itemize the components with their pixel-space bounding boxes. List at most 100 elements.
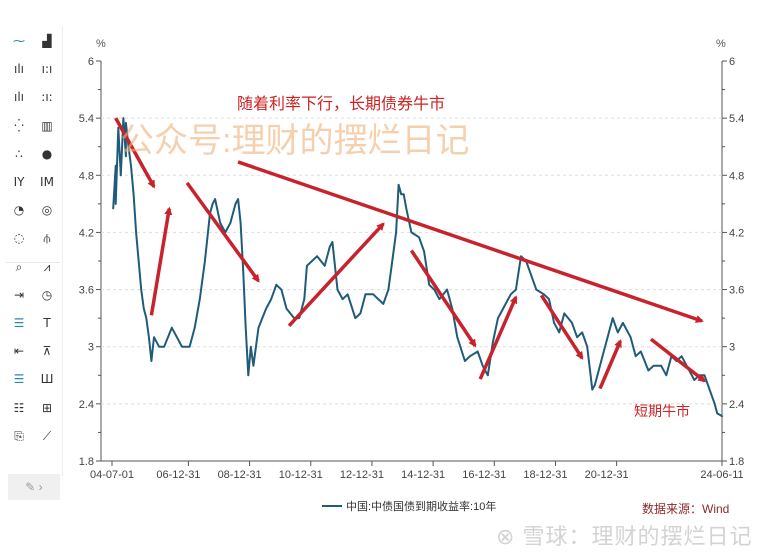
data-point [382, 303, 385, 305]
export-icon[interactable]: ⎘ [14, 428, 24, 443]
data-point [611, 317, 614, 319]
data-point [581, 331, 583, 334]
bubble-icon[interactable]: ● [41, 146, 53, 161]
watermark-top: 公众号:理财的摆烂日记 [120, 122, 470, 160]
data-point [170, 326, 173, 329]
x-tick-label: 06-12-31 [156, 469, 200, 481]
data-point [265, 307, 267, 310]
insert-right-icon[interactable]: ⇤ [13, 344, 25, 359]
data-point [176, 336, 178, 338]
data-point [336, 288, 339, 291]
data-point [135, 231, 137, 234]
chart-toolbar: ⁓ ▟ ılı ı:ı ılı :ı: ⁛ ▥ ∴ ● IY IM ◔ ◎ ◌ ⫛ ⌕ ⩘ ⇥ ◷ ☰ T ⇤ ⊼ ☰ Ш ☷ ⊞ ⎘ ⟋… [4, 26, 63, 500]
data-point [410, 231, 413, 234]
data-point [211, 203, 214, 205]
data-point [145, 317, 148, 319]
data-point [594, 384, 596, 386]
y-tick-label-left: 4.2 [79, 227, 94, 239]
list-icon[interactable]: ☷ [13, 400, 25, 415]
zoom-chart-icon[interactable]: ⌕ [15, 259, 23, 274]
column-dotted-icon[interactable]: :ı: [41, 90, 53, 105]
data-point [252, 364, 255, 367]
column-chart-icon[interactable]: ılı [13, 90, 24, 105]
data-point [469, 355, 471, 358]
data-point [405, 207, 408, 210]
pie-icon[interactable]: ◔ [13, 203, 25, 218]
data-point [331, 241, 334, 243]
text-box-icon[interactable]: T [43, 316, 51, 330]
data-point [148, 336, 150, 338]
legend-label: 中国:中债国债到期收益率:10年 [346, 501, 497, 513]
add-box-icon[interactable]: ⊞ [41, 400, 53, 415]
insert-icon[interactable]: ⇥ [13, 287, 25, 302]
data-point [244, 326, 247, 329]
donut-icon[interactable]: ◎ [41, 203, 53, 218]
area-chart-icon[interactable]: ▟ [42, 34, 52, 48]
data-point [438, 298, 441, 300]
trend-arrow [598, 339, 622, 390]
data-point [214, 198, 216, 200]
clock-icon[interactable]: ◷ [41, 287, 53, 302]
grid-lines-icon[interactable]: ☰ [13, 316, 25, 330]
data-point [601, 355, 604, 358]
data-point [634, 355, 637, 358]
bar-chart-icon[interactable]: ılı [13, 62, 24, 77]
data-point [229, 222, 232, 224]
y-tick-label-left: 3 [88, 342, 94, 354]
data-point [535, 288, 538, 291]
data-point [112, 207, 114, 210]
line-chart-icon[interactable]: ⁓ [13, 34, 25, 48]
data-point [193, 326, 196, 329]
y-tick-label-right: 5.4 [729, 113, 744, 125]
y-tick-label-right: 2.4 [729, 399, 744, 411]
x-tick-label: 08-12-31 [218, 469, 262, 481]
month-icon[interactable]: IM [40, 175, 54, 189]
data-point [120, 174, 122, 177]
area-line-icon[interactable]: ⩘ [43, 259, 51, 274]
y-tick-label-left: 2.4 [79, 399, 94, 411]
data-point [446, 288, 448, 291]
data-point [130, 164, 132, 167]
data-point [456, 336, 459, 338]
radar-bar-icon[interactable]: ▥ [41, 118, 53, 133]
y-tick-label-right: 4.2 [729, 227, 744, 239]
ring-icon[interactable]: ◌ [13, 231, 25, 246]
bar-group-icon[interactable]: Ш [40, 372, 54, 387]
trend-line-icon[interactable]: ⟋ [42, 428, 52, 443]
data-point [132, 193, 135, 196]
y-tick-label-left: 6 [88, 56, 94, 68]
data-point [158, 345, 160, 348]
data-point [237, 198, 239, 200]
data-point [492, 341, 494, 343]
data-point [219, 222, 222, 224]
data-point [397, 184, 400, 186]
data-point [127, 145, 130, 148]
tree-icon[interactable]: ⫛ [43, 231, 51, 246]
data-point [721, 415, 724, 418]
series-line [112, 117, 723, 418]
data-point [140, 288, 143, 291]
data-point [586, 345, 589, 348]
data-point [476, 350, 479, 353]
year-icon[interactable]: IY [13, 175, 25, 189]
top-axis-icon[interactable]: ⊼ [42, 344, 52, 359]
data-point [188, 345, 191, 348]
data-point [346, 293, 349, 296]
trend-arrow [649, 337, 707, 383]
dot-scatter-icon[interactable]: ∴ [15, 146, 23, 161]
horizontal-lines-icon[interactable]: ☰ [13, 372, 25, 387]
data-point [716, 412, 719, 415]
data-point [306, 264, 308, 267]
y-unit-right: % [716, 38, 726, 50]
scatter-icon[interactable]: ⁛ [14, 118, 24, 133]
bar-dotted-icon[interactable]: ı:ı [41, 62, 53, 77]
data-source: 数据来源：Wind [642, 502, 730, 516]
data-point [395, 231, 397, 234]
legend[interactable]: 中国:中债国债到期收益率:10年 [322, 498, 496, 514]
edit-chart-button[interactable]: ✎ › [8, 474, 60, 500]
data-point [142, 307, 145, 310]
data-point [390, 269, 392, 272]
data-point [257, 326, 260, 329]
data-point [250, 345, 252, 348]
y-tick-label-left: 5.4 [79, 113, 94, 125]
